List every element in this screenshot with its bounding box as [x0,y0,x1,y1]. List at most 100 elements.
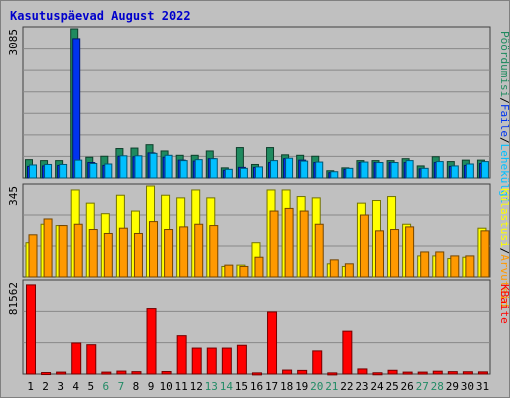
pages-bar [149,152,158,179]
pages-bar [315,161,324,179]
sites-bar [450,255,460,278]
x-tick-label: 25 [385,380,398,393]
sites-bar [284,207,294,278]
x-tick-label: 3 [57,380,64,393]
sites-bar [390,229,400,278]
x-tick-label: 17 [265,380,278,393]
kbytes-bar [176,335,187,375]
pages-bar [44,163,53,179]
x-tick-label: 2 [42,380,49,393]
x-tick-label: 30 [461,380,474,393]
sites-bar [359,214,369,278]
legend-entry: Faile [498,104,511,137]
panel-bottom-ymax-label: 81562 [7,282,20,315]
sites-bar [405,226,415,278]
x-tick-label: 6 [103,380,110,393]
x-tick-label: 23 [355,380,368,393]
pages-bar [465,163,474,179]
kbytes-bar [161,371,172,375]
pages-bar [89,163,98,179]
sites-bar [465,255,475,278]
kbytes-bar [236,344,247,375]
kbytes-bar [116,370,127,375]
pages-bar [435,161,444,179]
legend-entry: Külastusi [498,188,511,248]
files-bar [72,38,81,179]
pages-bar [390,162,399,179]
x-tick-label: 13 [205,380,218,393]
kbytes-bar [56,371,67,375]
kbytes-bar [327,372,338,376]
pages-bar [480,161,489,179]
sites-bar [314,223,324,278]
kbytes-bar [26,284,36,375]
legend-entry: Lehekülgi [498,144,511,204]
pages-bar [59,163,68,179]
kbytes-bar [372,372,383,376]
pages-bar [254,166,263,179]
pages-bar [119,155,128,179]
x-tick-label: 28 [431,380,444,393]
x-tick-label: 11 [175,380,188,393]
panel-bottom-legend: KBaite [498,284,511,324]
panel-top-ymax-label: 3085 [7,29,20,56]
sites-bar [374,230,384,278]
pages-bar [179,160,188,179]
kbytes-bar [357,368,368,375]
x-tick-label: 8 [133,380,140,393]
panel-middle-ymax-label: 345 [7,186,20,206]
x-tick-label: 31 [476,380,489,393]
kbytes-bar [101,371,112,375]
x-tick-label: 18 [280,380,293,393]
kbytes-bar [86,344,97,375]
kbytes-bar [282,369,293,375]
pages-bar [29,164,37,179]
kbytes-bar [297,369,308,375]
pages-bar [360,161,369,179]
kbytes-bar [267,311,278,375]
x-tick-label: 16 [250,380,263,393]
pages-bar [420,167,429,179]
legend-entry: / [498,97,511,104]
kbytes-bar [41,372,52,376]
kbytes-bar [131,371,142,375]
sites-bar [420,251,430,278]
pages-bar [345,167,354,179]
x-tick-label: 10 [159,380,172,393]
x-tick-label: 27 [416,380,429,393]
x-tick-label: 21 [325,380,338,393]
sites-bar [133,232,143,278]
sites-bar [118,227,128,278]
x-tick-label: 1 [27,380,34,393]
x-tick-label: 26 [401,380,414,393]
pages-bar [405,160,414,179]
chart-title: Kasutuspäevad August 2022 [10,9,191,23]
sites-bar [209,225,219,278]
sites-bar [329,259,339,278]
pages-bar [104,163,113,179]
panel-bottom-box [22,279,491,375]
legend-entry: KBaite [498,284,511,324]
kbytes-bar [342,330,353,375]
sites-bar [103,232,113,278]
kbytes-bar [402,371,413,375]
x-tick-label: 15 [235,380,248,393]
x-tick-label: 4 [72,380,79,393]
x-tick-label: 5 [87,380,94,393]
sites-bar [164,229,174,278]
x-tick-label: 14 [220,380,234,393]
pages-bar [270,160,279,179]
sites-bar [480,230,490,278]
sites-bar [149,221,159,278]
sites-bar [88,229,98,278]
x-tick-label: 9 [148,380,155,393]
pages-bar [239,167,248,179]
sites-bar [28,234,38,278]
pages-bar [330,171,339,179]
kbytes-bar [462,371,473,375]
sites-bar [254,256,264,278]
sites-bar [224,264,234,278]
kbytes-bar [146,308,157,375]
kbytes-bar [206,347,217,375]
